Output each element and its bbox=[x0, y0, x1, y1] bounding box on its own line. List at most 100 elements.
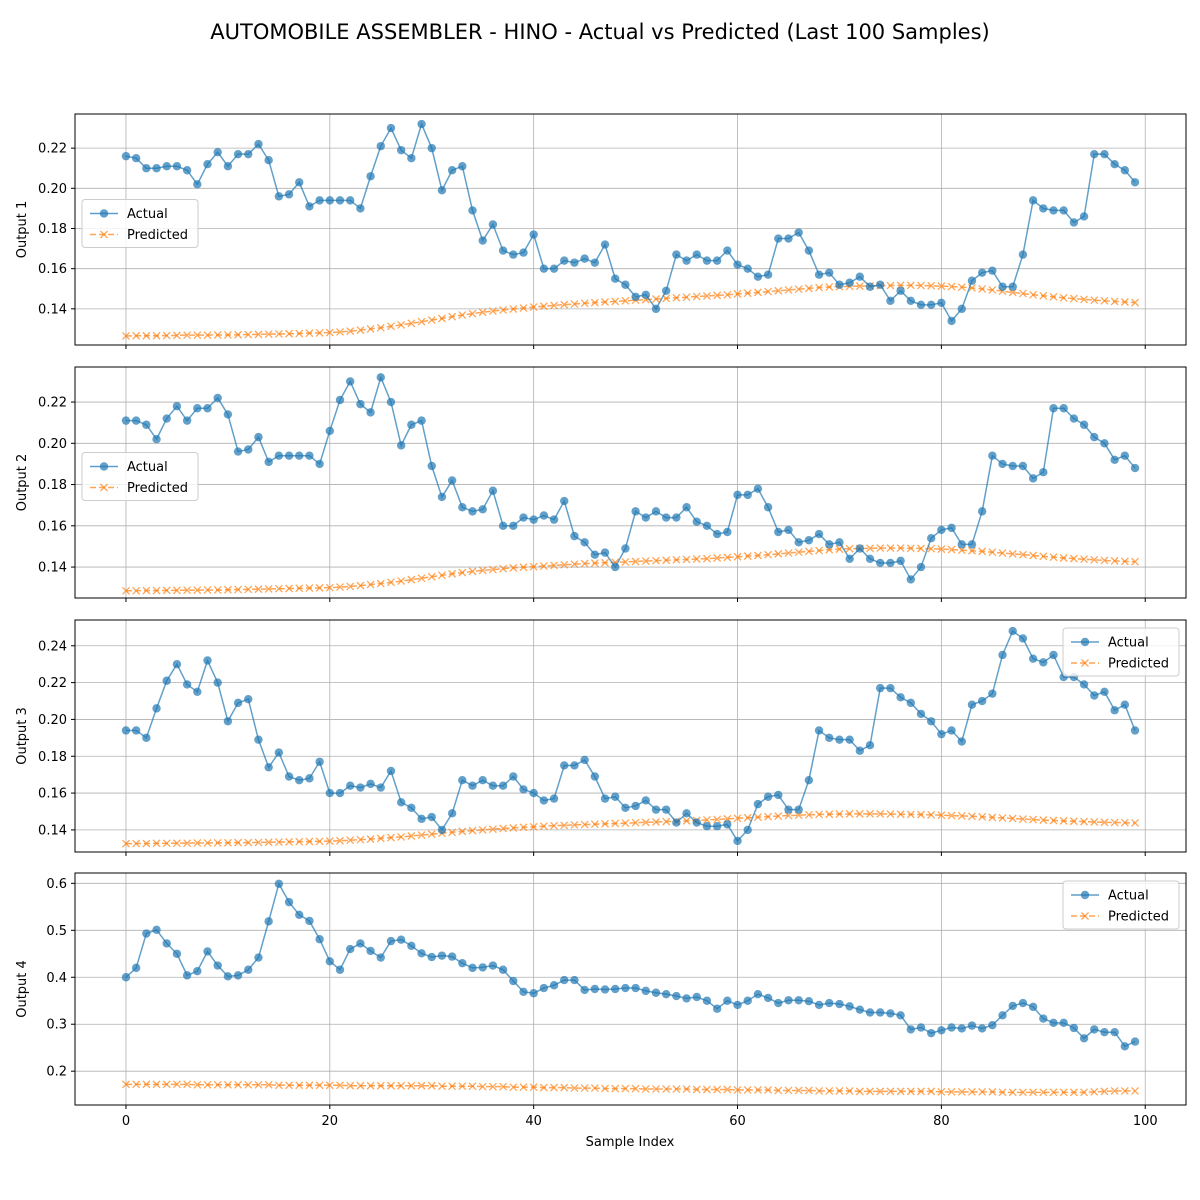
predicted-point bbox=[346, 1081, 355, 1090]
predicted-point bbox=[866, 544, 874, 553]
actual-point bbox=[682, 256, 691, 265]
y-tick-label: 0.16 bbox=[38, 519, 67, 534]
actual-point bbox=[1130, 463, 1140, 473]
plot-frame bbox=[74, 872, 1187, 1106]
actual-point bbox=[580, 755, 589, 765]
predicted-point bbox=[978, 284, 987, 293]
predicted-point bbox=[529, 303, 538, 311]
predicted-point bbox=[845, 1086, 854, 1095]
actual-point bbox=[560, 496, 569, 506]
predicted-point bbox=[580, 1084, 589, 1093]
actual-point bbox=[825, 268, 834, 277]
predicted-point bbox=[1110, 818, 1119, 827]
predicted-point bbox=[753, 813, 762, 822]
plot-frame bbox=[74, 619, 1187, 853]
actual-point bbox=[1090, 691, 1099, 700]
legend-actual-marker bbox=[99, 209, 109, 218]
predicted-point bbox=[193, 331, 202, 340]
actual-point bbox=[967, 276, 977, 285]
actual-point bbox=[447, 166, 457, 175]
actual-point bbox=[447, 476, 457, 485]
actual-point bbox=[682, 809, 691, 818]
actual-point bbox=[967, 540, 977, 549]
actual-point bbox=[967, 700, 977, 709]
predicted-point bbox=[876, 544, 885, 553]
predicted-point bbox=[315, 837, 324, 846]
actual-point bbox=[855, 272, 865, 281]
actual-point bbox=[937, 298, 946, 308]
predicted-point bbox=[804, 810, 813, 819]
predicted-point bbox=[132, 331, 141, 340]
predicted-point bbox=[682, 293, 691, 302]
actual-point bbox=[315, 935, 324, 944]
predicted-point bbox=[325, 1081, 334, 1090]
actual-point bbox=[560, 256, 569, 265]
predicted-point bbox=[387, 833, 395, 842]
actual-point bbox=[611, 984, 620, 994]
predicted-point bbox=[957, 811, 966, 820]
actual-point bbox=[886, 558, 895, 568]
plot-frame bbox=[74, 366, 1187, 599]
predicted-point bbox=[336, 327, 344, 336]
actual-point bbox=[305, 202, 314, 211]
actual-point bbox=[896, 1011, 905, 1020]
predicted-point bbox=[998, 813, 1007, 822]
actual-point bbox=[131, 726, 141, 735]
actual-point bbox=[417, 949, 426, 958]
predicted-point bbox=[152, 331, 161, 340]
predicted-point bbox=[539, 1083, 548, 1092]
predicted-point bbox=[947, 1087, 956, 1096]
y-axis-label: Output 2 bbox=[15, 454, 30, 512]
actual-point bbox=[284, 897, 294, 907]
predicted-point bbox=[692, 555, 701, 563]
actual-point bbox=[325, 957, 335, 966]
actual-point bbox=[233, 447, 243, 456]
predicted-point bbox=[1100, 556, 1109, 565]
actual-point bbox=[804, 775, 814, 785]
actual-point bbox=[672, 250, 681, 259]
y-tick-label: 0.5 bbox=[46, 924, 67, 939]
actual-point bbox=[753, 272, 763, 281]
actual-point bbox=[804, 997, 814, 1006]
predicted-point bbox=[356, 326, 365, 335]
y-axis-label: Output 3 bbox=[15, 707, 30, 765]
y-tick-label: 0.3 bbox=[46, 1018, 67, 1033]
actual-point bbox=[376, 373, 385, 382]
actual-point bbox=[661, 805, 671, 814]
actual-point bbox=[916, 709, 926, 719]
predicted-point bbox=[957, 283, 966, 292]
actual-point bbox=[1028, 474, 1038, 483]
actual-point bbox=[723, 246, 732, 255]
predicted-point bbox=[580, 559, 589, 568]
y-tick-label: 0.6 bbox=[46, 877, 67, 892]
actual-point bbox=[488, 486, 498, 495]
predicted-point bbox=[417, 317, 426, 326]
predicted-point bbox=[774, 1086, 783, 1095]
series-predicted bbox=[122, 544, 1139, 595]
predicted-point bbox=[774, 549, 783, 558]
actual-point bbox=[346, 944, 355, 954]
predicted-point bbox=[458, 568, 467, 577]
predicted-point bbox=[529, 562, 538, 571]
predicted-point bbox=[550, 1083, 559, 1092]
predicted-point bbox=[570, 560, 579, 569]
actual-point bbox=[142, 733, 151, 743]
predicted-point bbox=[397, 320, 406, 329]
actual-point bbox=[682, 994, 691, 1003]
predicted-point bbox=[906, 544, 915, 553]
predicted-point bbox=[978, 547, 987, 556]
actual-point bbox=[366, 946, 375, 956]
predicted-point bbox=[641, 1085, 650, 1093]
actual-point bbox=[295, 910, 304, 919]
y-tick-label: 0.16 bbox=[38, 787, 67, 802]
predicted-point bbox=[223, 838, 232, 847]
actual-point bbox=[244, 965, 253, 974]
predicted-point bbox=[213, 330, 222, 339]
actual-point bbox=[539, 511, 549, 520]
actual-point bbox=[193, 966, 202, 976]
predicted-point bbox=[917, 810, 925, 819]
predicted-point bbox=[733, 814, 742, 823]
y-tick-label: 0.24 bbox=[38, 639, 67, 654]
predicted-point bbox=[784, 1086, 793, 1095]
predicted-point bbox=[825, 282, 834, 291]
